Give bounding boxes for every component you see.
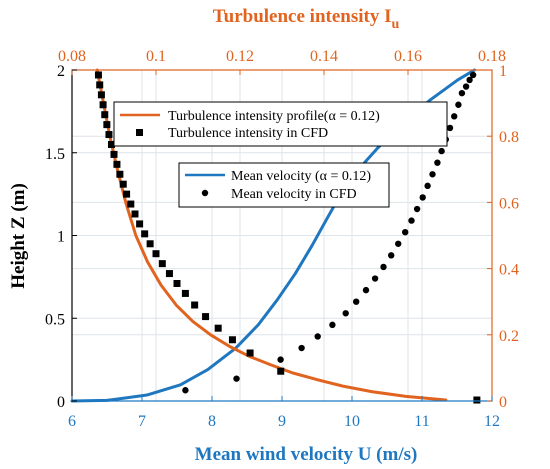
x-bottom-tick-label: 12 [484,413,500,430]
velocity-cfd-point [353,298,360,305]
y-right-tick-label: 0 [499,394,507,411]
bottom-axis-title: Mean wind velocity U (m/s) [195,444,418,465]
velocity-cfd-point [469,71,477,79]
turbulence-cfd-point [246,349,254,357]
turbulence-cfd-point [214,324,222,332]
legend-velocity-box [178,162,390,208]
turbulence-cfd-point [136,220,144,228]
velocity-cfd-point [419,194,426,201]
velocity-cfd-point [388,252,395,259]
x-bottom-tick-label: 9 [278,413,286,430]
legend-velocity: Mean velocity (α = 0.12) Mean velocity i… [178,162,390,208]
velocity-cfd-point [408,217,415,224]
velocity-cfd-point [434,159,441,166]
x-bottom-tick-label: 8 [208,413,216,430]
velocity-cfd-point [362,286,370,294]
turbulence-cfd-point [105,131,113,139]
turbulence-cfd-point [127,200,135,208]
turbulence-cfd-point [97,91,105,99]
legend-velocity-label-2: Mean velocity in CFD [231,187,357,202]
velocity-cfd-point [402,228,409,236]
turbulence-cfd-point [173,279,181,287]
turbulence-cfd-point [94,71,102,79]
x-top-tick-label: 0.12 [226,48,254,65]
y-right-tick-label: 0.6 [499,195,519,212]
legend-turbulence-square-swatch [136,129,143,136]
x-top-tick-label: 0.16 [394,48,422,65]
x-top-tick-label: 0.18 [478,48,506,65]
x-bottom-tick-label: 10 [344,413,360,430]
turbulence-cfd-point [96,81,104,89]
velocity-cfd-point [458,89,466,97]
turbulence-cfd-point [110,150,118,158]
x-top-tick-label: 0.08 [58,48,86,65]
turbulence-cfd-point [119,180,127,188]
legend-velocity-label-1: Mean velocity (α = 0.12) [231,169,371,184]
velocity-cfd-point [451,113,458,120]
turbulence-cfd-point [123,190,131,198]
turbulence-cfd-point [131,210,139,218]
velocity-cfd-point [446,124,454,132]
left-axis-title: Height Z (m) [8,183,29,289]
velocity-cfd-point [329,321,336,329]
velocity-cfd-point [424,182,431,190]
turbulence-cfd-point [202,313,210,321]
top-axis-title-main: Turbulence intensity I [213,6,392,27]
turbulence-cfd-point [146,240,154,248]
y-right-tick-label: 0.8 [499,129,519,146]
turbulence-cfd-point [103,121,111,129]
velocity-cfd-point [342,310,349,317]
velocity-cfd-point [466,76,473,84]
velocity-cfd-point [395,240,402,247]
velocity-cfd-point [371,275,379,282]
velocity-cfd-point [277,356,284,363]
velocity-cfd-point [314,333,321,340]
turbulence-cfd-point [191,301,199,309]
turbulence-cfd-point [152,250,160,258]
turbulence-cfd-point [165,270,173,278]
top-axis-title-sub: u [391,17,399,32]
velocity-cfd-point [455,101,462,108]
y-left-tick-label: 1 [57,229,65,246]
x-bottom-tick-label: 6 [68,413,76,430]
y-right-tick-label: 1 [499,63,507,80]
velocity-cfd-point [429,171,436,178]
y-right-tick-label: 0.4 [499,262,519,279]
y-left-tick-label: 2 [57,63,65,80]
axes: 6 7 8 9 10 11 120.08 0.1 0.12 0.14 0.16 0.1800.511.… [45,48,519,430]
turbulence-cfd-point [141,230,149,238]
legend-velocity-dot-swatch [201,189,209,197]
velocity-cfd-point [298,344,305,352]
turbulence-cfd-point [99,101,107,109]
legend-turbulence-label-1: Turbulence intensity profile(α = 0.12) [168,109,380,124]
turbulence-cfd-point [473,396,481,404]
velocity-cfd-point [438,147,445,155]
turbulence-cfd-point [113,160,121,168]
x-top-tick-label: 0.1 [146,48,166,65]
legend-turbulence-box [113,101,448,147]
turbulence-cfd-point [107,140,115,148]
velocity-cfd-point [413,205,421,213]
legend-turbulence: Turbulence intensity profile(α = 0.12) T… [113,101,448,147]
legend-turbulence-label-2: Turbulence intensity in CFD [168,126,328,141]
x-bottom-tick-label: 11 [414,413,429,430]
x-top-tick-label: 0.14 [310,48,338,65]
top-axis-title: Turbulence intensity Iu [213,6,400,32]
turbulence-cfd-point [158,260,166,268]
velocity-cfd-point [182,387,189,394]
turbulence-cfd-point [277,367,285,375]
y-left-tick-label: 0.5 [45,311,65,328]
turbulence-cfd-point [228,336,236,344]
y-left-tick-label: 1.5 [45,146,65,163]
velocity-cfd-point [462,83,470,90]
y-left-tick-label: 0 [57,394,65,411]
turbulence-cfd-point [181,289,189,297]
x-bottom-tick-label: 7 [138,413,146,430]
velocity-cfd-point [380,263,387,271]
turbulence-cfd-point [101,111,109,119]
y-right-tick-label: 0.2 [499,328,519,345]
turbulence-cfd-point [116,170,124,178]
velocity-cfd-point [233,375,240,382]
